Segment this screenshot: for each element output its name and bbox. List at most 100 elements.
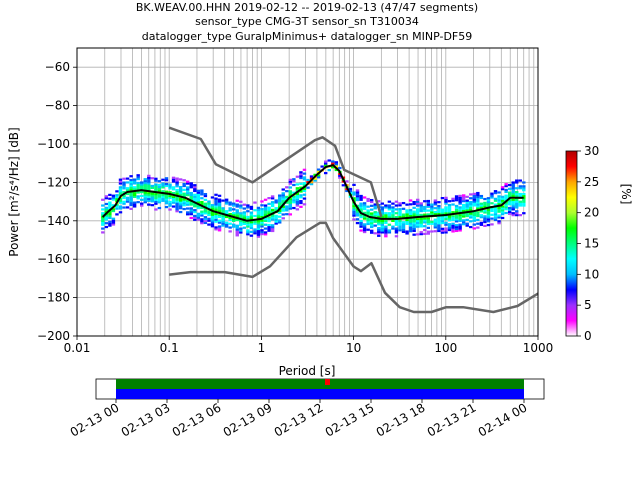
heatmap-cell [101, 198, 105, 201]
heatmap-cell [454, 204, 459, 208]
heatmap-cell [274, 209, 278, 212]
heatmap-cell [104, 225, 109, 229]
heatmap-cell [377, 230, 381, 234]
heatmap-cell [256, 216, 261, 219]
heatmap-cell [239, 219, 243, 223]
heatmap-cell [504, 206, 508, 209]
heatmap-cell [129, 198, 133, 201]
heatmap-cell [161, 197, 165, 201]
heatmap-cell [405, 215, 409, 218]
heatmap-cell [419, 225, 423, 228]
heatmap-cell [207, 202, 211, 205]
heatmap-cell [458, 206, 462, 209]
heatmap-cell [221, 199, 225, 202]
heatmap-cell [143, 195, 147, 198]
heatmap-cell [472, 219, 476, 222]
heatmap-cell [430, 220, 434, 223]
heatmap-cell [207, 217, 211, 220]
heatmap-cell [129, 188, 133, 191]
heatmap-cell [122, 196, 126, 200]
heatmap-cell [132, 182, 137, 185]
heatmap-cell [369, 223, 374, 227]
heatmap-cell [511, 202, 515, 205]
heatmap-cell [164, 198, 169, 201]
heatmap-cell [493, 211, 498, 214]
heatmap-cell [472, 227, 476, 230]
heatmap-cell [288, 182, 293, 185]
heatmap-cell [472, 217, 476, 220]
heatmap-cell [256, 206, 261, 209]
heatmap-cell [189, 211, 193, 214]
heatmap-cell [118, 192, 123, 195]
heatmap-cell [504, 204, 508, 207]
heatmap-cell [214, 207, 218, 210]
heatmap-cell [249, 226, 254, 230]
heatmap-cell [267, 227, 271, 230]
heatmap-cell [451, 203, 455, 206]
heatmap-cell [451, 214, 455, 218]
heatmap-cell [299, 201, 303, 205]
heatmap-cell [129, 182, 133, 186]
heatmap-cell [288, 190, 293, 193]
heatmap-cell [398, 204, 402, 207]
heatmap-cell [140, 194, 144, 198]
heatmap-cell [263, 217, 268, 221]
heatmap-cell [249, 223, 254, 226]
heatmap-cell [150, 194, 155, 197]
heatmap-cell [511, 198, 515, 201]
heatmap-cell [476, 207, 480, 210]
heatmap-cell [207, 213, 211, 217]
heatmap-cell [362, 223, 367, 226]
heatmap-cell [175, 210, 179, 213]
heatmap-cell [168, 185, 172, 188]
heatmap-cell [507, 210, 512, 213]
heatmap-cell [292, 180, 296, 183]
heatmap-cell [377, 234, 381, 237]
heatmap-cell [182, 184, 186, 188]
heatmap-cell [239, 214, 243, 217]
heatmap-cell [380, 212, 384, 215]
heatmap-cell [246, 225, 250, 228]
heatmap-cell [154, 189, 158, 192]
heatmap-cell [515, 202, 519, 205]
heatmap-cell [454, 224, 459, 227]
heatmap-cell [500, 197, 505, 200]
heatmap-cell [122, 206, 126, 209]
heatmap-cell [178, 207, 183, 210]
heatmap-cell [129, 186, 133, 189]
heatmap-cell [352, 204, 356, 208]
heatmap-cell [157, 185, 162, 189]
heatmap-cell [140, 202, 144, 205]
heatmap-cell [228, 201, 232, 204]
heatmap-cell [515, 181, 519, 184]
heatmap-cell [423, 200, 427, 203]
heatmap-cell [369, 218, 374, 221]
heatmap-cell [285, 186, 289, 189]
heatmap-cell [316, 174, 321, 177]
heatmap-cell [419, 221, 423, 224]
heatmap-cell [355, 214, 360, 217]
heatmap-cell [143, 185, 147, 188]
heatmap-cell [511, 181, 515, 184]
heatmap-cell [493, 203, 498, 206]
heatmap-cell [461, 221, 466, 224]
heatmap-cell [260, 204, 264, 207]
heatmap-cell [362, 196, 367, 199]
heatmap-cell [469, 225, 473, 229]
heatmap-cell [476, 193, 480, 197]
heatmap-cell [366, 197, 370, 201]
heatmap-cell [267, 206, 271, 209]
heatmap-cell [175, 189, 179, 192]
heatmap-cell [366, 219, 370, 222]
heatmap-cell [118, 207, 123, 210]
heatmap-cell [497, 191, 501, 194]
heatmap-cell [423, 221, 427, 224]
heatmap-cell [246, 204, 250, 207]
heatmap-cell [366, 228, 370, 231]
heatmap-cell [511, 208, 515, 211]
heatmap-cell [486, 212, 491, 215]
heatmap-cell [104, 208, 109, 211]
heatmap-cell [228, 230, 232, 233]
heatmap-cell [295, 196, 300, 199]
